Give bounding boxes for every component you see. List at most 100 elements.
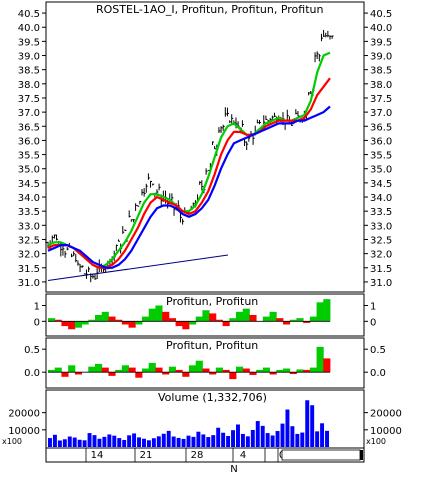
scroll-thumb xyxy=(360,450,363,460)
volume-bar xyxy=(107,434,112,447)
histogram-bar xyxy=(276,369,284,373)
histogram-bar xyxy=(48,369,56,373)
y-tick-label-left: 37.0 xyxy=(18,108,40,119)
histogram-bar xyxy=(128,367,136,373)
volume-bar xyxy=(320,423,325,447)
histogram-bar xyxy=(316,346,324,373)
histogram-bar xyxy=(95,363,103,373)
volume-bar xyxy=(315,431,320,447)
histogram-bar xyxy=(135,321,143,325)
y-tick-label-right: 39.0 xyxy=(370,52,392,63)
histogram-bar xyxy=(283,321,291,325)
histogram-bar xyxy=(175,369,183,373)
histogram-bar xyxy=(74,372,82,375)
y-tick-label-left: 32.0 xyxy=(18,250,40,261)
volume-bar xyxy=(255,421,260,447)
histogram-bar xyxy=(189,365,197,373)
volume-bar xyxy=(216,427,221,447)
histogram-bar xyxy=(269,311,277,322)
histogram-bar xyxy=(289,372,297,375)
volume-bar xyxy=(265,433,270,447)
histogram-bar xyxy=(182,372,190,377)
y-tick-label-left: 35.5 xyxy=(18,151,40,162)
histogram-bar xyxy=(249,372,257,375)
y-tick-label-right: 36.5 xyxy=(370,122,392,133)
main-panel-frame xyxy=(45,1,365,293)
volume-bar xyxy=(72,437,77,447)
vol-tick-label-left: 20000 xyxy=(8,409,40,420)
volume-bar xyxy=(156,436,161,447)
x-tick-label: 21 xyxy=(140,450,153,461)
histogram-bar xyxy=(81,321,89,325)
histogram-bar xyxy=(168,366,176,373)
ma-line-2 xyxy=(47,105,331,269)
y-tick-label-left: 34.5 xyxy=(18,179,40,190)
y-tick-label-right: 34.0 xyxy=(370,193,392,204)
osc-tick-label-right: 0.0 xyxy=(370,368,386,379)
histogram-bar xyxy=(323,299,331,322)
volume-bar xyxy=(280,423,285,447)
y-tick-label-left: 36.0 xyxy=(18,136,40,147)
histogram-bar xyxy=(162,311,170,322)
y-tick-label-left: 35.0 xyxy=(18,165,40,176)
osc-tick-label-left: 0.0 xyxy=(24,368,40,379)
volume-bar xyxy=(196,431,201,447)
histogram-bar xyxy=(61,372,69,377)
osc2-panel-frame xyxy=(45,337,365,389)
histogram-bar xyxy=(74,321,82,328)
y-tick-label-right: 35.5 xyxy=(370,151,392,162)
y-tick-label-right: 32.0 xyxy=(370,250,392,261)
histogram-bar xyxy=(101,311,109,322)
volume-bar xyxy=(310,405,315,447)
osc2-title: Profitun, Profitun xyxy=(166,339,258,352)
volume-bar xyxy=(300,432,305,447)
x-tick-label: N xyxy=(230,464,237,475)
osc-tick-label-left: 1 xyxy=(34,302,40,313)
y-tick-label-left: 34.0 xyxy=(18,193,40,204)
histogram-bar xyxy=(48,318,56,322)
osc-tick-label-right: 0 xyxy=(370,317,376,328)
histogram-bar xyxy=(229,318,237,322)
histogram-bar xyxy=(303,369,311,373)
vol-tick-label-left: 10000 xyxy=(8,426,40,437)
y-tick-label-right: 34.5 xyxy=(370,179,392,190)
histogram-bar xyxy=(155,305,163,322)
volume-bar xyxy=(206,437,211,447)
histogram-bar xyxy=(236,366,244,373)
y-tick-label-right: 33.0 xyxy=(370,221,392,232)
histogram-bar xyxy=(269,372,277,375)
volume-bar xyxy=(245,436,250,447)
histogram-bar xyxy=(148,308,156,322)
volume-bar xyxy=(87,433,92,447)
histogram-bar xyxy=(195,360,203,373)
histogram-bar xyxy=(276,318,284,322)
histogram-bar xyxy=(256,369,264,373)
volume-bar xyxy=(92,435,97,447)
y-tick-label-left: 39.5 xyxy=(18,37,40,48)
osc-tick-label-right: 0.5 xyxy=(370,345,386,356)
histogram-bar xyxy=(115,369,123,373)
histogram-bar xyxy=(296,369,304,373)
histogram-bar xyxy=(142,368,150,373)
histogram-bar xyxy=(68,365,76,373)
volume-bar xyxy=(191,436,196,447)
volume-bar xyxy=(82,440,87,447)
volume-bar xyxy=(151,438,156,447)
histogram-bar xyxy=(108,316,116,322)
volume-bar xyxy=(275,431,280,447)
histogram-bar xyxy=(323,358,331,373)
histogram-bar xyxy=(128,321,136,328)
histogram-bar xyxy=(88,366,96,373)
histogram-bar xyxy=(242,368,250,373)
volume-bar xyxy=(295,433,300,447)
y-tick-label-right: 37.0 xyxy=(370,108,392,119)
y-tick-label-right: 32.5 xyxy=(370,235,392,246)
volume-bar xyxy=(112,435,117,447)
volume-bar xyxy=(127,435,132,447)
histogram-bar xyxy=(283,368,291,373)
volume-bar xyxy=(305,400,310,447)
volume-bar xyxy=(166,430,171,447)
y-tick-label-left: 36.5 xyxy=(18,122,40,133)
histogram-bar xyxy=(195,316,203,322)
y-tick-label-left: 33.0 xyxy=(18,221,40,232)
